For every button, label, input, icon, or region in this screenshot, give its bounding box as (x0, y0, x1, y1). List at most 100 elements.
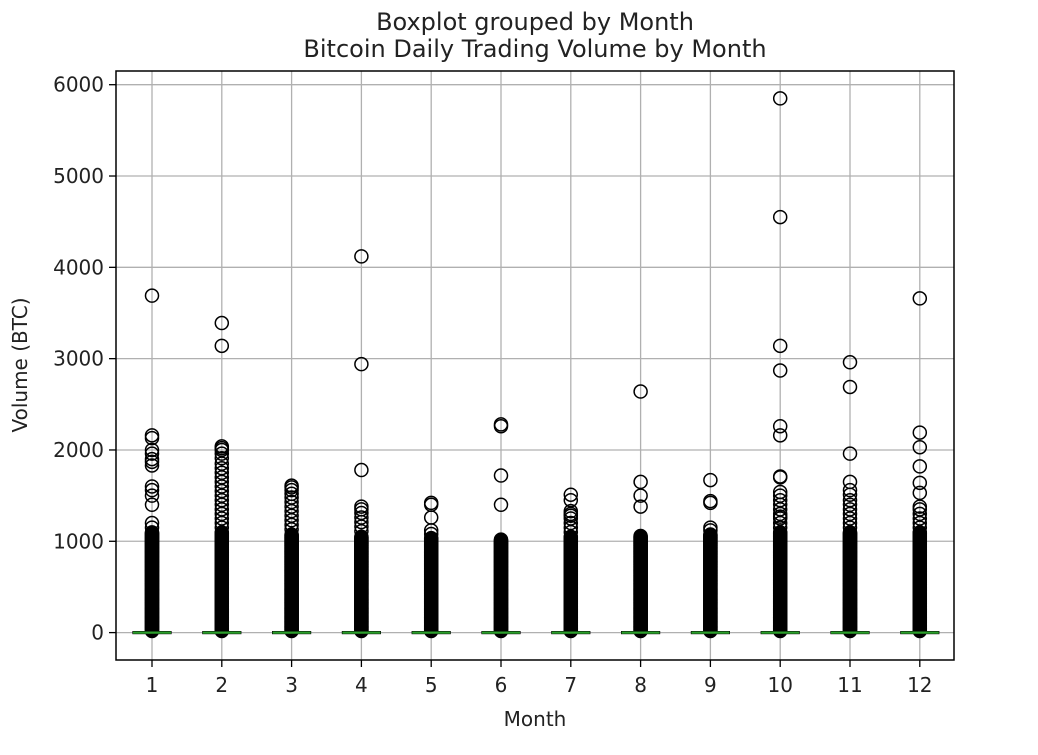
outlier-point (214, 338, 230, 354)
outlier-point (633, 499, 648, 514)
outlier-point (772, 515, 788, 531)
outlier-point (354, 356, 369, 372)
y-axis: 0 1000 2000 3000 4000 5000 6000 (53, 73, 116, 645)
outlier-point (214, 450, 230, 466)
outlier-point (354, 462, 369, 478)
grid (116, 71, 954, 660)
outlier-point (493, 532, 509, 547)
outlier-point (144, 446, 160, 461)
outlier-point (423, 526, 439, 542)
outlier-point (144, 288, 160, 303)
outlier-point (493, 497, 509, 513)
outlier-point (354, 519, 369, 534)
x-tick-label: 3 (285, 673, 298, 697)
outlier-point (214, 525, 230, 540)
outlier-point (144, 525, 160, 540)
outlier-point (214, 520, 230, 535)
outlier-point (772, 338, 788, 354)
outlier-point (842, 487, 858, 502)
y-tick-label: 4000 (53, 255, 104, 279)
outlier-point (842, 511, 858, 526)
outlier-point (842, 355, 858, 370)
outlier-point (144, 520, 160, 535)
outlier-point (284, 527, 299, 542)
outlier-point (214, 511, 230, 526)
outlier-point (842, 525, 858, 540)
outlier-point (912, 459, 928, 474)
outlier-point (144, 515, 160, 531)
outlier-point (144, 497, 160, 513)
outlier-point (772, 209, 788, 225)
outlier-point (772, 91, 788, 106)
outlier-point (563, 515, 579, 531)
outlier-point (284, 513, 299, 528)
x-tick-label: 7 (564, 673, 577, 697)
outlier-point (214, 446, 230, 461)
outlier-point (772, 418, 788, 434)
outlier-point (633, 528, 648, 544)
y-tick-label: 5000 (53, 164, 104, 188)
outlier-point (772, 511, 788, 526)
outlier-point (493, 418, 509, 434)
y-tick-label: 3000 (53, 347, 104, 371)
outlier-point (563, 524, 579, 540)
outlier-point (842, 482, 858, 498)
plot-frame (115, 70, 955, 661)
y-tick-label: 6000 (53, 73, 104, 97)
chart-suptitle: Boxplot grouped by Month (376, 8, 694, 36)
outlier-point (354, 523, 369, 539)
y-tick-label: 2000 (53, 438, 104, 462)
outlier-point (912, 439, 928, 455)
outlier-point (912, 291, 928, 306)
x-tick-label: 4 (355, 673, 368, 697)
y-tick-label: 1000 (53, 529, 104, 553)
outlier-point (772, 428, 788, 443)
outlier-point (703, 472, 718, 488)
outlier-point (284, 482, 299, 498)
outlier-point (772, 525, 788, 540)
outlier-point (772, 363, 788, 378)
outlier-point (912, 425, 928, 440)
outlier-point (772, 520, 788, 535)
outlier-point (284, 517, 299, 533)
outlier-point (144, 488, 160, 503)
outlier-point (354, 529, 369, 544)
outlier-point (842, 446, 858, 461)
outlier-point (912, 520, 928, 535)
x-tick-label: 1 (146, 673, 159, 697)
x-tick-label: 5 (425, 673, 438, 697)
outlier-point (144, 442, 160, 458)
y-axis-label: Volume (BTC) (8, 297, 32, 432)
outlier-point (912, 525, 928, 540)
outlier-point (633, 384, 648, 399)
chart-title: Bitcoin Daily Trading Volume by Month (303, 35, 766, 63)
outlier-point (842, 515, 858, 531)
x-axis: 1 2 3 4 5 6 7 8 9 10 11 12 (146, 660, 933, 697)
outlier-point (354, 249, 369, 264)
x-tick-label: 11 (837, 673, 862, 697)
outlier-layer (133, 91, 939, 639)
outlier-point (703, 527, 718, 542)
outlier-point (284, 522, 299, 537)
outlier-point (912, 515, 928, 531)
outlier-point (423, 523, 439, 538)
outlier-point (214, 515, 230, 531)
y-tick-label: 0 (91, 621, 104, 645)
outlier-point (703, 523, 718, 538)
outlier-point (354, 514, 369, 530)
outlier-point (633, 488, 648, 503)
x-axis-label: Month (504, 707, 567, 731)
x-tick-label: 8 (634, 673, 647, 697)
outlier-point (144, 430, 160, 446)
outlier-point (563, 520, 579, 535)
x-tick-label: 9 (704, 673, 717, 697)
outlier-point (912, 475, 928, 491)
outlier-point (772, 470, 788, 485)
outlier-point (563, 487, 579, 502)
outlier-point (703, 495, 718, 511)
outlier-point (144, 458, 160, 473)
outlier-point (912, 511, 928, 526)
outlier-point (842, 520, 858, 535)
